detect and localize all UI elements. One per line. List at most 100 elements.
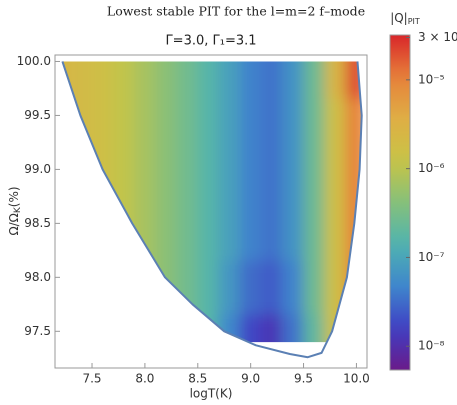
density-cell (62, 314, 72, 343)
density-cell (112, 206, 135, 262)
density-cell (91, 314, 114, 343)
colorbar (389, 34, 411, 371)
colorbar-label-sub: PIT (408, 17, 420, 26)
density-region (62, 61, 362, 343)
density-cell (133, 98, 156, 154)
x-axis-label: logT(K) (190, 387, 233, 401)
density-cell (303, 314, 326, 343)
density-cell (239, 61, 262, 100)
colorbar-tick-label: 10⁻⁸ (418, 339, 445, 353)
colorbar-label: |Q|PIT (390, 11, 420, 26)
density-cell (133, 314, 156, 343)
density-cell (218, 61, 241, 100)
density-cell (303, 152, 326, 208)
density-cell (281, 98, 305, 154)
density-cell (62, 206, 72, 262)
x-tick-label: 9.0 (241, 372, 260, 386)
density-cell (281, 206, 305, 262)
density-cell (303, 260, 326, 316)
density-cell (154, 260, 178, 316)
density-cell (112, 98, 135, 154)
density-cell (154, 61, 178, 100)
density-cell (176, 314, 199, 343)
density-cell (260, 98, 283, 154)
density-cell (133, 260, 156, 316)
axes: 7.5 8.0 8.5 9.0 9.5 10.0 97.5 98.0 98.5 99.0 99.5 1… (17, 30, 457, 386)
x-tick-label: 10.0 (343, 372, 370, 386)
density-cell (260, 61, 283, 100)
density-cell (345, 314, 362, 343)
density-cell (62, 152, 72, 208)
density-cell (176, 98, 199, 154)
density-cell (62, 260, 72, 316)
colorbar-tick-label: 10⁻⁷ (418, 250, 445, 264)
density-cell (239, 98, 262, 154)
density-cell (154, 152, 178, 208)
density-cell (91, 260, 114, 316)
y-label-sub: K (13, 206, 23, 213)
density-cell (154, 314, 178, 343)
y-label-tail: (%) (7, 186, 21, 207)
density-cell (218, 152, 241, 208)
density-cell (324, 61, 347, 100)
density-cell (70, 314, 93, 343)
density-cell (239, 260, 262, 316)
chart-subtitle: Γ=3.0, Γ₁=3.1 (165, 34, 256, 49)
density-cell (154, 206, 178, 262)
density-cell (218, 314, 241, 343)
density-cell (62, 61, 72, 100)
density-cell (281, 314, 305, 343)
density-cell (91, 61, 114, 100)
density-cell (239, 152, 262, 208)
density-cell (112, 260, 135, 316)
density-cell (260, 152, 283, 208)
density-cell (239, 314, 262, 343)
density-cell (345, 206, 362, 262)
density-cell (218, 98, 241, 154)
density-cell (91, 206, 114, 262)
density-cell (197, 260, 220, 316)
y-tick-label: 99.0 (24, 162, 51, 176)
density-cells (62, 61, 362, 343)
y-tick-label: 98.0 (24, 270, 51, 284)
density-cell (303, 61, 326, 100)
density-cell (70, 206, 93, 262)
density-cell (154, 98, 178, 154)
density-cell (176, 61, 199, 100)
density-cell (197, 61, 220, 100)
density-cell (70, 152, 93, 208)
boundary-curve (61, 61, 363, 359)
density-cell (303, 98, 326, 154)
y-axis-label: Ω/ΩK(%) (7, 186, 23, 235)
density-cell (62, 98, 72, 154)
y-tick-label: 100.0 (17, 54, 51, 68)
density-cell (345, 61, 362, 100)
density-cell (239, 206, 262, 262)
density-cell (281, 61, 305, 100)
density-cell (197, 314, 220, 343)
density-cell (281, 260, 305, 316)
y-tick-label: 98.5 (24, 216, 51, 230)
y-tick-label: 97.5 (24, 324, 51, 338)
density-cell (133, 152, 156, 208)
density-cell (260, 206, 283, 262)
density-cell (112, 61, 135, 100)
x-tick-label: 7.5 (82, 372, 101, 386)
y-label-main: Ω/Ω (7, 213, 21, 235)
density-cell (133, 61, 156, 100)
density-cell (324, 152, 347, 208)
density-cell (70, 98, 93, 154)
density-cell (112, 152, 135, 208)
colorbar-label-main: |Q| (390, 11, 408, 25)
density-cell (303, 206, 326, 262)
density-cell (176, 152, 199, 208)
x-tick-label: 8.0 (135, 372, 154, 386)
x-tick-label: 9.5 (294, 372, 313, 386)
density-cell (324, 206, 347, 262)
density-cell (91, 152, 114, 208)
y-tick-label: 99.5 (24, 108, 51, 122)
density-cell (324, 98, 347, 154)
density-cell (70, 61, 93, 100)
